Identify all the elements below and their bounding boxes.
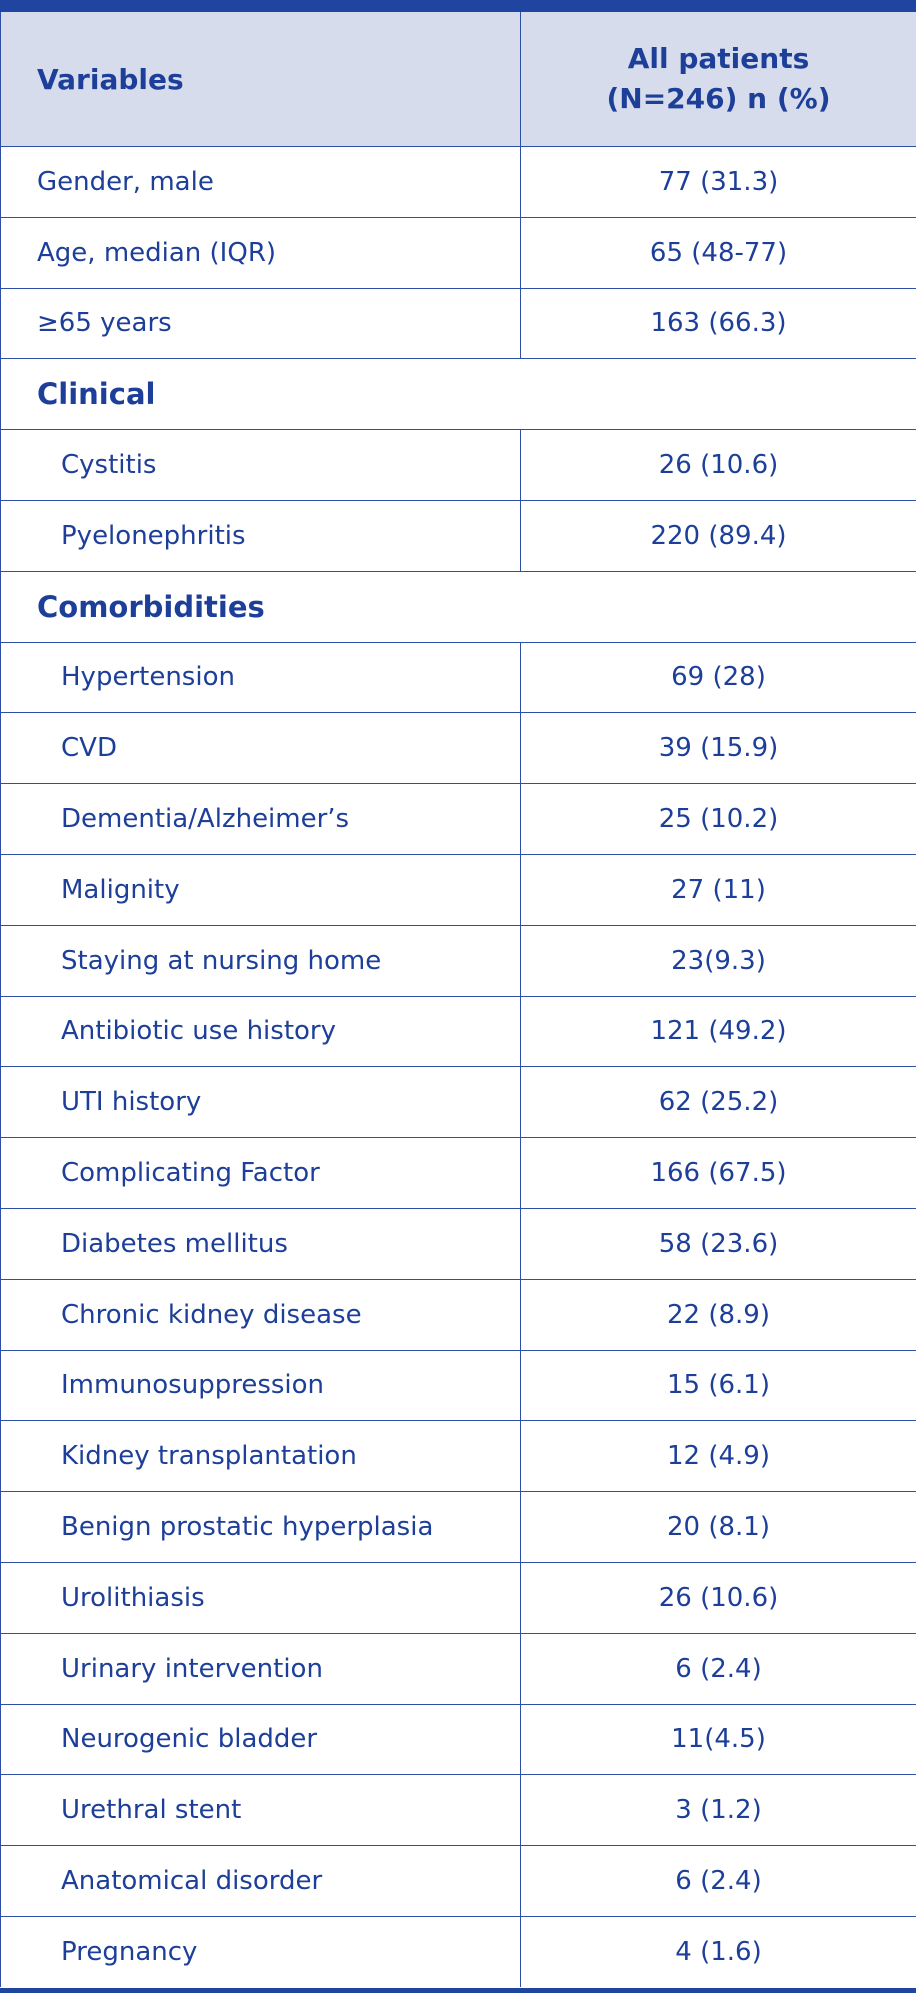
row-label: Diabetes mellitus <box>0 1207 521 1280</box>
row-label: Hypertension <box>0 641 521 714</box>
table-row: Pyelonephritis 220 (89.4) <box>0 499 916 572</box>
row-label: UTI history <box>0 1066 521 1139</box>
row-value: 15 (6.1) <box>520 1349 916 1422</box>
row-value: 25 (10.2) <box>520 783 916 855</box>
row-label: Gender, male <box>0 146 521 218</box>
table-header: Variables All patients (N=246) n (%) <box>0 12 916 147</box>
row-value: 39 (15.9) <box>520 712 916 785</box>
row-value: 69 (28) <box>520 641 916 714</box>
table-row: Staying at nursing home 23(9.3) <box>0 924 916 997</box>
row-value: 65 (48-77) <box>520 216 916 289</box>
row-label: ≥65 years <box>0 287 521 360</box>
row-label: Antibiotic use history <box>0 995 521 1068</box>
row-label: Urolithiasis <box>0 1561 521 1634</box>
row-label: Staying at nursing home <box>0 924 521 997</box>
all-patients-column-header: All patients (N=246) n (%) <box>520 12 916 147</box>
table-row: Urinary intervention 6 (2.4) <box>0 1632 916 1705</box>
row-label: Chronic kidney disease <box>0 1278 521 1351</box>
row-label: Age, median (IQR) <box>0 216 521 289</box>
row-value: 26 (10.6) <box>520 1561 916 1634</box>
row-value: 6 (2.4) <box>520 1632 916 1705</box>
table-row: CVD 39 (15.9) <box>0 712 916 785</box>
row-label: CVD <box>0 712 521 785</box>
table-row: ≥65 years 163 (66.3) <box>0 287 916 360</box>
table-row: Neurogenic bladder 11(4.5) <box>0 1703 916 1776</box>
row-label: Urinary intervention <box>0 1632 521 1705</box>
row-label: Malignity <box>0 853 521 926</box>
row-label: Neurogenic bladder <box>0 1703 521 1776</box>
row-value: 58 (23.6) <box>520 1207 916 1280</box>
row-value: 20 (8.1) <box>520 1491 916 1563</box>
table-row: Gender, male 77 (31.3) <box>0 146 916 218</box>
table-row: Hypertension 69 (28) <box>0 641 916 714</box>
row-value: 22 (8.9) <box>520 1278 916 1351</box>
table-row: Benign prostatic hyperplasia 20 (8.1) <box>0 1491 916 1563</box>
header-row: Variables All patients (N=246) n (%) <box>0 12 916 147</box>
patient-characteristics-table: Variables All patients (N=246) n (%) Gen… <box>0 12 916 1987</box>
section-row-clinical: Clinical <box>0 358 916 431</box>
row-value: 23(9.3) <box>520 924 916 997</box>
table-row: Immunosuppression 15 (6.1) <box>0 1349 916 1422</box>
row-label: Kidney transplantation <box>0 1420 521 1493</box>
table-row: Chronic kidney disease 22 (8.9) <box>0 1278 916 1351</box>
row-label: Pregnancy <box>0 1915 521 1987</box>
row-label: Anatomical disorder <box>0 1845 521 1917</box>
table-row: Anatomical disorder 6 (2.4) <box>0 1845 916 1917</box>
table-row: Kidney transplantation 12 (4.9) <box>0 1420 916 1493</box>
row-value: 77 (31.3) <box>520 146 916 218</box>
row-label: Complicating Factor <box>0 1137 521 1209</box>
section-title-clinical: Clinical <box>0 358 916 431</box>
table-row: Pregnancy 4 (1.6) <box>0 1915 916 1987</box>
table-row: Age, median (IQR) 65 (48-77) <box>0 216 916 289</box>
row-value: 62 (25.2) <box>520 1066 916 1139</box>
variables-column-header: Variables <box>0 12 521 147</box>
all-patients-header-line1: All patients <box>627 42 810 75</box>
section-title-comorbidities: Comorbidities <box>0 570 916 643</box>
table-row: Dementia/Alzheimer’s 25 (10.2) <box>0 783 916 855</box>
row-label: Pyelonephritis <box>0 499 521 572</box>
row-value: 3 (1.2) <box>520 1774 916 1847</box>
row-value: 11(4.5) <box>520 1703 916 1776</box>
row-value: 26 (10.6) <box>520 429 916 501</box>
table-row: Urolithiasis 26 (10.6) <box>0 1561 916 1634</box>
row-value: 6 (2.4) <box>520 1845 916 1917</box>
row-value: 121 (49.2) <box>520 995 916 1068</box>
row-value: 220 (89.4) <box>520 499 916 572</box>
table-row: UTI history 62 (25.2) <box>0 1066 916 1139</box>
table-row: Cystitis 26 (10.6) <box>0 429 916 501</box>
row-value: 166 (67.5) <box>520 1137 916 1209</box>
table-row: Antibiotic use history 121 (49.2) <box>0 995 916 1068</box>
row-label: Cystitis <box>0 429 521 501</box>
all-patients-header-line2: (N=246) n (%) <box>606 82 831 115</box>
table-row: Diabetes mellitus 58 (23.6) <box>0 1207 916 1280</box>
row-value: 12 (4.9) <box>520 1420 916 1493</box>
row-label: Dementia/Alzheimer’s <box>0 783 521 855</box>
table-body: Gender, male 77 (31.3) Age, median (IQR)… <box>0 146 916 1987</box>
table-row: Malignity 27 (11) <box>0 853 916 926</box>
table-row: Urethral stent 3 (1.2) <box>0 1774 916 1847</box>
row-value: 4 (1.6) <box>520 1915 916 1987</box>
table-row: Complicating Factor 166 (67.5) <box>0 1137 916 1209</box>
row-label: Benign prostatic hyperplasia <box>0 1491 521 1563</box>
row-label: Immunosuppression <box>0 1349 521 1422</box>
section-row-comorbidities: Comorbidities <box>0 570 916 643</box>
row-value: 163 (66.3) <box>520 287 916 360</box>
row-label: Urethral stent <box>0 1774 521 1847</box>
row-value: 27 (11) <box>520 853 916 926</box>
